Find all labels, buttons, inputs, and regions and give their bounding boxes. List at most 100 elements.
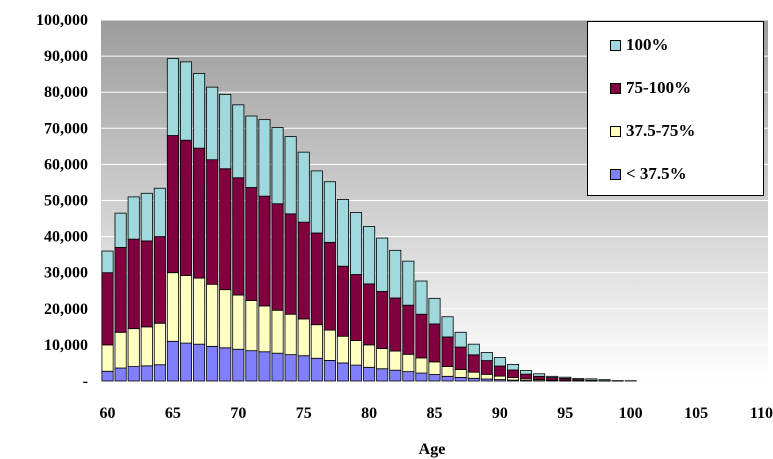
x-tick-label: 70 — [230, 405, 246, 422]
bar-segment — [389, 369, 402, 382]
bar-segment — [454, 331, 467, 348]
y-tick-label: 40,000 — [44, 229, 88, 246]
bar-segment — [454, 369, 467, 378]
y-axis-ticks: - 10,000 20,000 30,000 40,000 50,000 60,000 70,… — [36, 12, 88, 390]
bar-segment — [533, 375, 546, 380]
bar-segment — [101, 272, 114, 346]
bar-segment — [140, 192, 153, 242]
bar-segment — [336, 362, 349, 382]
bar-segment — [546, 375, 559, 378]
x-tick-label: 65 — [165, 405, 181, 422]
bar-segment — [219, 347, 232, 382]
bar-segment — [506, 363, 519, 371]
bar-segment — [297, 221, 310, 320]
bar-segment — [258, 195, 271, 307]
bar-segment — [114, 212, 127, 248]
legend-label: 75-100% — [626, 78, 692, 97]
bar-segment — [363, 344, 376, 368]
y-tick-label: 60,000 — [44, 156, 88, 173]
bar-segment — [572, 378, 585, 381]
bar-segment — [323, 181, 336, 243]
bar-segment — [520, 373, 533, 380]
legend-item-100: 100% — [610, 35, 669, 55]
legend-label: < 37.5% — [626, 164, 687, 183]
y-tick-label: 90,000 — [44, 48, 88, 65]
bar-segment — [297, 318, 310, 357]
bar-segment — [415, 280, 428, 315]
bar-segment — [245, 300, 258, 352]
bar-segment — [402, 304, 415, 355]
bar-segment — [179, 275, 193, 344]
bar-segment — [376, 348, 389, 370]
bar-segment — [232, 348, 245, 382]
bar-segment — [114, 331, 127, 369]
bar-segment — [493, 357, 506, 367]
bar-segment — [153, 364, 166, 382]
x-tick-label: 110 — [750, 405, 773, 422]
bar-segment — [350, 340, 363, 366]
bar-segment — [127, 238, 140, 330]
bar-segment — [428, 323, 441, 363]
bar-segment — [520, 370, 533, 375]
bar-segment — [336, 199, 349, 267]
x-tick-label: 80 — [361, 405, 377, 422]
bar-segment — [389, 297, 402, 352]
bar-segment — [441, 375, 454, 382]
bar-segment — [402, 353, 415, 373]
x-tick-label: 105 — [684, 405, 708, 422]
bar-segment — [232, 104, 245, 179]
bar-segment — [480, 360, 493, 375]
bar-segment — [415, 357, 428, 374]
bar-segment — [297, 355, 310, 382]
x-tick-label: 75 — [296, 405, 312, 422]
y-tick-label: 70,000 — [44, 120, 88, 137]
bar-segment — [389, 350, 402, 371]
y-tick-label: 30,000 — [44, 265, 88, 282]
bar-segment — [179, 342, 193, 382]
legend-item-37-75: 37.5-75% — [610, 121, 695, 141]
bar-segment — [467, 371, 480, 379]
bar-segment — [179, 139, 193, 276]
bar-segment — [219, 289, 232, 349]
bar-segment — [350, 212, 363, 275]
x-tick-label: 100 — [619, 405, 643, 422]
bar-segment — [323, 360, 336, 382]
bar-segment — [363, 226, 376, 285]
bar-segment — [166, 135, 179, 274]
legend: 100% 75-100% 37.5-75% < 37.5% — [587, 21, 764, 196]
bar-segment — [271, 127, 284, 205]
legend-swatch — [610, 125, 621, 137]
bar-segment — [350, 274, 363, 341]
legend-item-lt-37: < 37.5% — [610, 164, 687, 184]
bar-segment — [166, 272, 179, 342]
bar-segment — [271, 352, 284, 382]
legend-swatch — [610, 39, 621, 51]
bar-segment — [284, 354, 297, 382]
bar-segment — [114, 367, 127, 382]
bar-segment — [310, 170, 323, 234]
bar-segment — [232, 294, 245, 350]
legend-swatch — [610, 82, 621, 94]
bar-segment — [480, 352, 493, 362]
legend-swatch — [610, 168, 621, 180]
bar-segment — [206, 283, 219, 347]
bar-segment — [258, 119, 271, 197]
bar-segment — [284, 213, 297, 315]
bar-segment — [454, 376, 467, 382]
bar-segment — [493, 375, 506, 380]
x-tick-label: 90 — [492, 405, 508, 422]
bar-segment — [480, 373, 493, 380]
bar-segment — [127, 366, 140, 382]
y-tick-label: - — [83, 373, 88, 390]
bar-segment — [559, 376, 572, 379]
bars — [101, 58, 637, 382]
y-tick-label: 80,000 — [44, 84, 88, 101]
bar-segment — [284, 136, 297, 215]
bar-segment — [153, 322, 166, 366]
bar-segment — [140, 240, 153, 328]
x-tick-label: 95 — [557, 405, 573, 422]
bar-segment — [258, 305, 271, 353]
bar-segment — [166, 58, 179, 136]
bar-segment — [506, 369, 519, 378]
y-tick-label: 100,000 — [36, 12, 88, 29]
